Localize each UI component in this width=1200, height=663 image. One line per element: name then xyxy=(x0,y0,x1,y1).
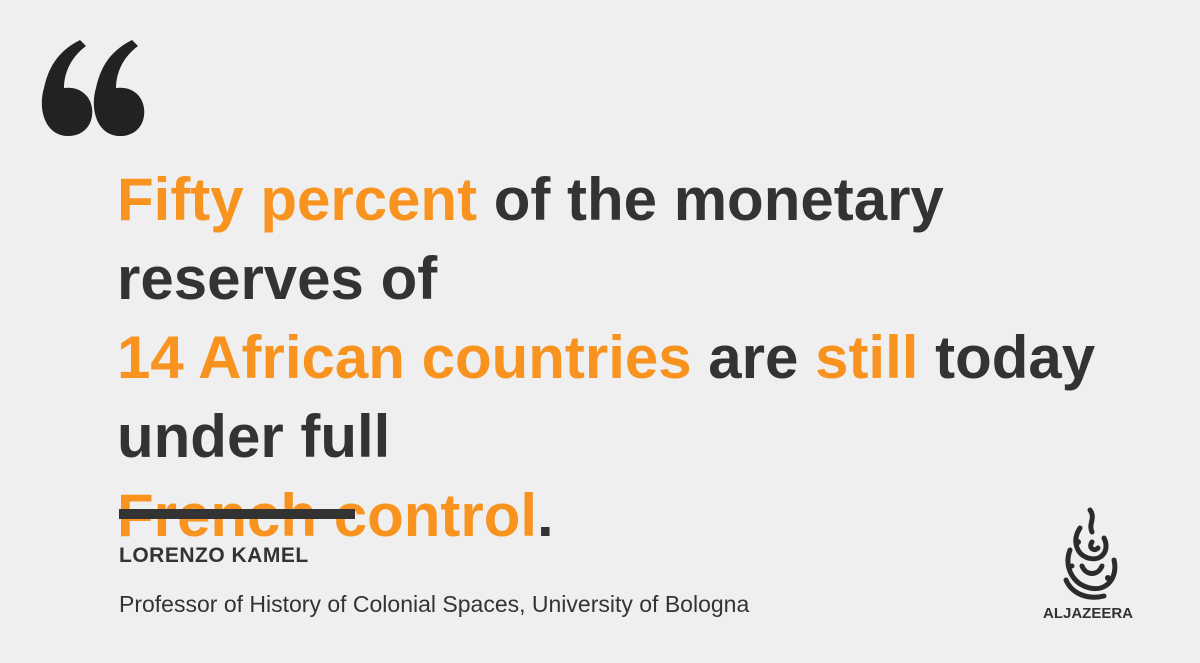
quote-text: Fifty percent of the monetary reserves o… xyxy=(117,160,1177,555)
quote-segment: still xyxy=(815,324,919,391)
quotation-mark-icon xyxy=(41,40,145,137)
logo-text: ALJAZEERA xyxy=(1042,605,1133,622)
author-title: Professor of History of Colonial Spaces,… xyxy=(119,591,750,617)
quote-segment: Fifty percent xyxy=(117,166,478,233)
brand-logo: ALJAZEERA xyxy=(1038,506,1138,628)
divider xyxy=(119,509,355,519)
quote-segment: 14 African countries xyxy=(117,324,692,391)
author-name: LORENZO KAMEL xyxy=(119,544,309,567)
quote-segment: of the monetary reserves of xyxy=(117,166,944,312)
quote-segment: today under full xyxy=(117,324,1096,470)
quote-segment: are xyxy=(691,324,816,391)
quote-segment: . xyxy=(537,482,554,549)
aljazeera-logo-icon xyxy=(1063,507,1118,600)
